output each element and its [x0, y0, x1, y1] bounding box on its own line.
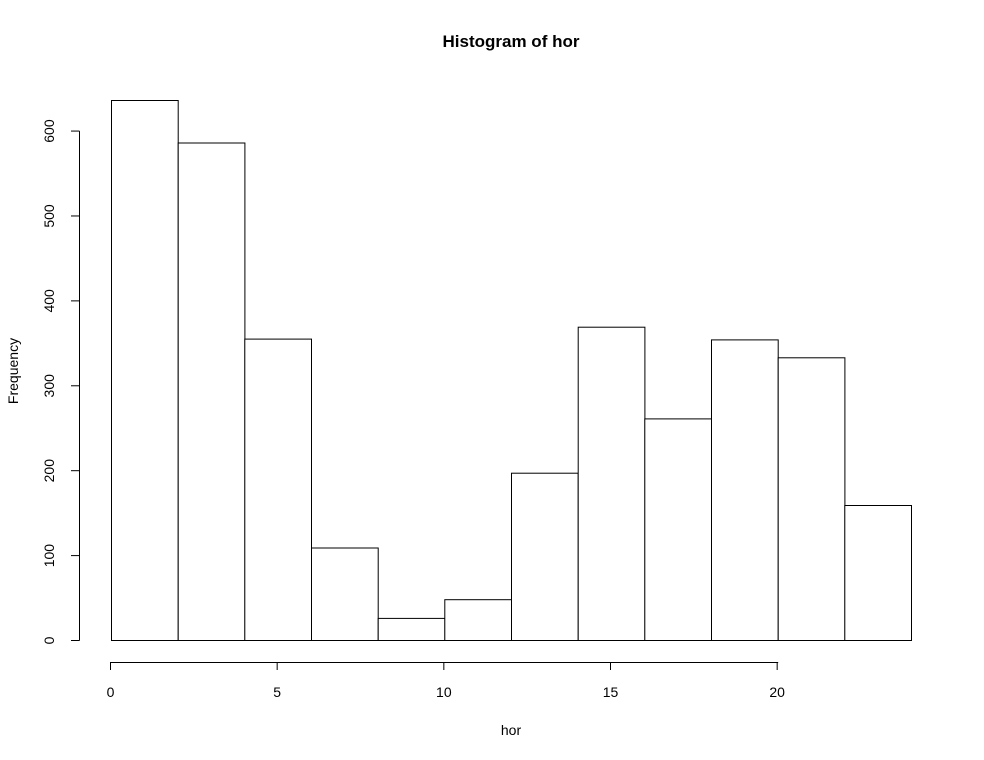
y-tick-label: 600 [41, 119, 57, 143]
y-tick-label: 0 [41, 636, 57, 644]
histogram-bar [778, 358, 845, 641]
bars-group [112, 101, 912, 641]
chart-title: Histogram of hor [443, 32, 580, 51]
histogram-bar [712, 340, 779, 641]
histogram-bar [512, 473, 579, 640]
y-axis-title: Frequency [5, 338, 21, 404]
x-tick-label: 20 [769, 684, 785, 700]
x-tick-label: 0 [107, 684, 115, 700]
histogram-bar [112, 101, 179, 641]
y-tick-label: 300 [41, 374, 57, 398]
y-axis: 0 100 200 300 400 500 600 [41, 119, 80, 644]
histogram-bar [378, 618, 445, 640]
y-tick-label: 400 [41, 289, 57, 313]
histogram-bar [445, 600, 512, 641]
x-axis: 0 5 10 15 20 [107, 662, 786, 700]
x-tick-label: 10 [436, 684, 452, 700]
histogram-bar [645, 419, 712, 641]
histogram-bar [578, 327, 645, 640]
x-tick-label: 15 [603, 684, 619, 700]
histogram-bar [245, 339, 312, 640]
x-tick-label: 5 [273, 684, 281, 700]
x-axis-title: hor [501, 722, 522, 738]
y-tick-label: 500 [41, 204, 57, 228]
y-tick-label: 100 [41, 544, 57, 568]
histogram-bar [312, 548, 379, 641]
histogram-bar [845, 506, 912, 641]
histogram-bar [178, 143, 245, 641]
y-tick-label: 200 [41, 459, 57, 483]
